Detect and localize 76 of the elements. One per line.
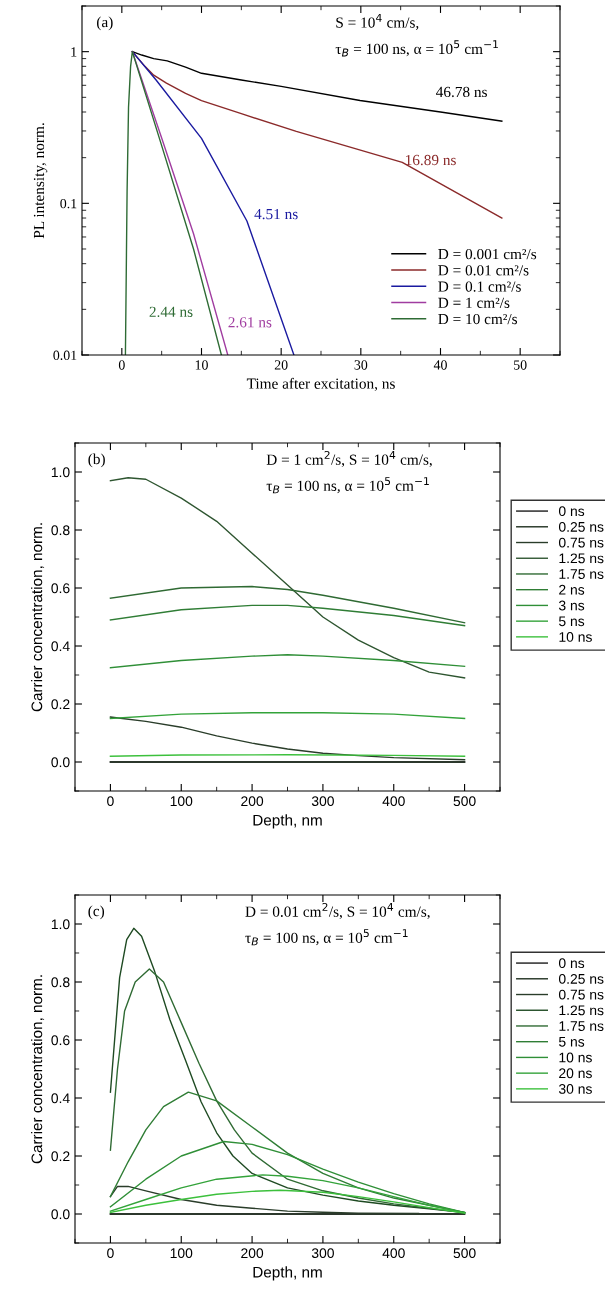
annotation: τ$_{B}$ = 100 ns, α = 10$^{5}$ cm$^{−1}$ <box>266 477 429 494</box>
y-tick-label: 1 <box>71 47 77 57</box>
y-tick-label: 1.0 <box>51 467 70 478</box>
y-tick-label: 0.6 <box>51 583 70 594</box>
legend-label: 10 ns <box>559 1052 592 1063</box>
x-tick-label: 30 <box>354 360 368 370</box>
legend-label: 1.75 ns <box>559 1021 604 1031</box>
x-tick-label: 300 <box>311 796 334 807</box>
text: (b) <box>88 453 105 468</box>
legend-label: D = 0.001 cm²/s <box>438 248 537 260</box>
x-tick-label: 500 <box>453 796 476 807</box>
annotation: 16.89 ns <box>405 154 456 166</box>
annotation: τ$_{B}$ = 100 ns, α = 10$^{5}$ cm$^{−1}$ <box>245 929 408 946</box>
legend-label: 0.25 ns <box>558 973 604 984</box>
y-tick-label: 0.2 <box>51 1151 70 1162</box>
x-tick-label: 0 <box>118 360 125 370</box>
annotation: 2.61 ns <box>228 317 272 328</box>
legend-label: 0.25 ns <box>558 521 604 532</box>
x-tick-label: 50 <box>514 360 527 370</box>
x-tick-label: 100 <box>170 1248 193 1259</box>
legend-label: 0.75 ns <box>558 537 604 548</box>
y-tick-label: 0.6 <box>51 1035 70 1046</box>
y-tick-label: 0.4 <box>51 1093 70 1104</box>
legend-label: 20 ns <box>559 1068 592 1079</box>
legend-label: 1.75 ns <box>559 569 604 579</box>
legend-label: 5 ns <box>558 616 585 627</box>
x-tick-label: 100 <box>170 796 193 807</box>
legend-label: 0 ns <box>558 506 585 517</box>
legend-label: 10 ns <box>559 632 592 642</box>
x-tick-label: 200 <box>241 1248 264 1259</box>
annotation: 4.51 ns <box>254 208 298 220</box>
x-tick-label: 300 <box>311 1248 334 1259</box>
y-tick-label: 1.0 <box>51 919 70 930</box>
y-axis-title: Carrier concentration, norm. <box>31 523 45 712</box>
x-tick-label: 40 <box>433 360 447 370</box>
x-tick-label: 200 <box>241 796 264 807</box>
legend-label: 0.75 ns <box>558 989 604 1000</box>
legend-label: 3 ns <box>558 600 585 611</box>
legend-label: 30 ns <box>558 1084 592 1094</box>
legend-label: D = 10 cm²/s <box>438 313 518 325</box>
x-axis-title: Depth, nm <box>253 1266 322 1281</box>
y-tick-label: 0.1 <box>60 198 77 209</box>
y-tick-label: 0.4 <box>51 641 70 652</box>
text: (c) <box>88 905 105 920</box>
annotation: D = 1 cm$^{2}$/s, S = 10$^{4}$ cm/s, <box>266 450 432 468</box>
annotation: S = 10$^{4}$ cm/s, <box>336 13 419 30</box>
annotation: 46.78 ns <box>436 86 487 98</box>
y-tick-label: 0.0 <box>51 1209 70 1220</box>
legend-label: 1.25 ns <box>559 553 604 564</box>
x-tick-label: 400 <box>382 1248 405 1259</box>
x-tick-label: 0 <box>107 796 114 807</box>
y-axis-title: Carrier concentration, norm. <box>31 975 45 1164</box>
x-axis-title: Depth, nm <box>253 814 322 829</box>
y-axis-title: PL intensity, norm. <box>33 123 48 239</box>
x-tick-label: 10 <box>195 360 208 370</box>
legend-label: 0 ns <box>558 958 585 969</box>
x-tick-label: 400 <box>382 796 405 807</box>
legend-label: D = 0.1 cm²/s <box>438 281 521 292</box>
legend-label: 5 ns <box>558 1037 585 1047</box>
y-tick-label: 0.8 <box>51 525 70 536</box>
annotation: 2.44 ns <box>149 306 193 318</box>
x-axis-title: Time after excitation, ns <box>246 377 395 391</box>
y-tick-label: 0.8 <box>51 977 70 988</box>
text: (a) <box>97 16 113 31</box>
legend-label: 2 ns <box>559 584 585 595</box>
x-tick-label: 20 <box>274 360 288 370</box>
legend-label: D = 1 cm²/s <box>438 297 510 308</box>
annotation: D = 0.01 cm$^{2}$/s, S = 10$^{4}$ cm/s, <box>245 902 430 920</box>
legend-label: 1.25 ns <box>559 1005 604 1016</box>
y-tick-label: 0.0 <box>51 757 70 768</box>
x-tick-label: 500 <box>453 1248 476 1259</box>
annotation: τ$_{B}$ = 100 ns, α = 10$^{5}$ cm$^{−1}$ <box>335 40 498 57</box>
legend-label: D = 0.01 cm²/s <box>438 265 529 276</box>
x-tick-label: 0 <box>107 1248 114 1259</box>
y-tick-label: 0.2 <box>51 699 70 710</box>
y-tick-label: 0.01 <box>53 350 77 361</box>
